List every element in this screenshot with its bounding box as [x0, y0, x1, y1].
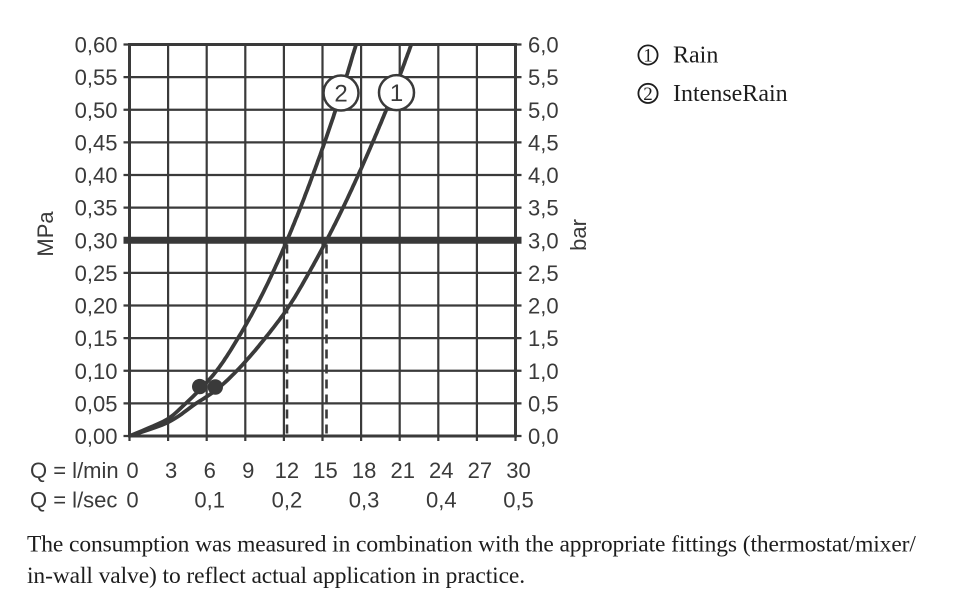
svg-text:1,0: 1,0 [528, 359, 559, 384]
svg-text:0,3: 0,3 [349, 488, 380, 513]
svg-text:2: 2 [643, 84, 653, 105]
svg-text:3,0: 3,0 [528, 228, 559, 253]
svg-text:1,5: 1,5 [528, 326, 559, 351]
svg-text:21: 21 [390, 458, 414, 483]
svg-text:1: 1 [390, 80, 403, 107]
svg-text:18: 18 [352, 458, 376, 483]
svg-text:3: 3 [165, 458, 177, 483]
svg-text:0,00: 0,00 [75, 424, 118, 449]
svg-text:0,60: 0,60 [75, 33, 118, 58]
svg-text:4,5: 4,5 [528, 130, 559, 155]
svg-text:0,05: 0,05 [75, 391, 118, 416]
svg-text:0,0: 0,0 [528, 424, 559, 449]
svg-text:0,40: 0,40 [75, 163, 118, 188]
svg-text:9: 9 [242, 458, 254, 483]
svg-text:2,0: 2,0 [528, 294, 559, 319]
svg-text:0,2: 0,2 [272, 488, 303, 513]
svg-text:Rain: Rain [673, 43, 718, 69]
svg-text:15: 15 [313, 458, 337, 483]
svg-text:0,1: 0,1 [194, 488, 225, 513]
svg-text:MPa: MPa [33, 211, 58, 257]
svg-text:2: 2 [334, 81, 347, 108]
svg-text:4,0: 4,0 [528, 163, 559, 188]
svg-text:0,25: 0,25 [75, 261, 118, 286]
svg-text:6,0: 6,0 [528, 33, 559, 58]
svg-text:0,10: 0,10 [75, 359, 118, 384]
svg-text:IntenseRain: IntenseRain [673, 81, 788, 107]
svg-text:12: 12 [275, 458, 299, 483]
svg-text:The consumption was measured i: The consumption was measured in combinat… [27, 532, 916, 558]
svg-text:5,5: 5,5 [528, 65, 559, 90]
svg-text:1: 1 [643, 46, 653, 67]
svg-text:0,55: 0,55 [75, 65, 118, 90]
svg-text:6: 6 [204, 458, 216, 483]
svg-text:27: 27 [468, 458, 492, 483]
svg-text:3,5: 3,5 [528, 196, 559, 221]
svg-text:Q = l/sec: Q = l/sec [30, 488, 117, 513]
svg-text:0,5: 0,5 [503, 488, 534, 513]
svg-text:0,4: 0,4 [426, 488, 457, 513]
svg-text:5,0: 5,0 [528, 98, 559, 123]
svg-text:30: 30 [506, 458, 530, 483]
svg-text:Q = l/min: Q = l/min [30, 458, 119, 483]
svg-text:0: 0 [126, 458, 138, 483]
svg-text:0,30: 0,30 [75, 228, 118, 253]
svg-text:2,5: 2,5 [528, 261, 559, 286]
svg-text:bar: bar [566, 219, 591, 251]
svg-text:24: 24 [429, 458, 453, 483]
svg-text:0,35: 0,35 [75, 196, 118, 221]
svg-text:0,50: 0,50 [75, 98, 118, 123]
svg-text:in-wall valve) to reflect actu: in-wall valve) to reflect actual applica… [27, 563, 525, 589]
svg-text:0: 0 [126, 488, 138, 513]
svg-text:0,20: 0,20 [75, 294, 118, 319]
svg-text:0,5: 0,5 [528, 391, 559, 416]
svg-text:0,15: 0,15 [75, 326, 118, 351]
svg-text:0,45: 0,45 [75, 130, 118, 155]
